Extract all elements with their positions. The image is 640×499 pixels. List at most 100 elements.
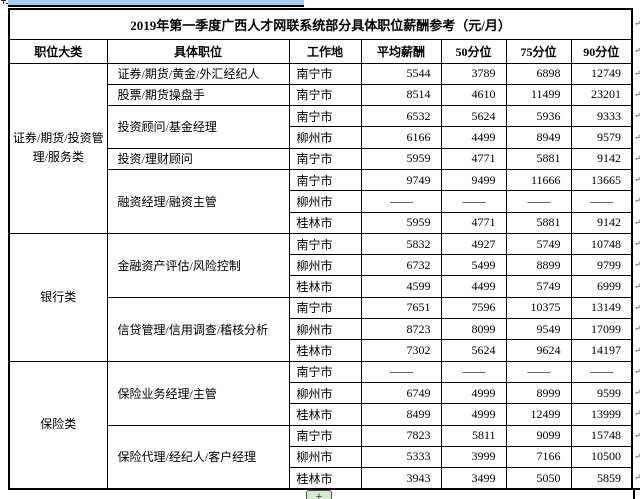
p50-cell: —— (440, 360, 507, 383)
avg-salary-cell: 7651 (360, 296, 442, 320)
job-title-cell: 融资经理/融资主管 (106, 168, 290, 234)
p75-cell: 12499 (505, 403, 572, 426)
bottom-right-corner-fragment (633, 488, 640, 499)
city-cell: 柳州市 (288, 126, 362, 149)
p75-cell: —— (505, 360, 572, 383)
p50-cell: 5624 (440, 105, 507, 128)
table-row: 柳州市 6166 4499 8949 9579 (9, 126, 633, 149)
salary-table: 2019年第一季度广西人才网联系统部分具体职位薪酬参考（元/月） 职位大类 具体职… (8, 8, 634, 490)
row-end-mark: ↵ (634, 175, 640, 185)
row-end-mark: ↵ (634, 217, 640, 227)
avg-salary-cell: 6532 (360, 105, 442, 128)
row-end-mark: ↵ (634, 409, 640, 419)
p50-cell: 3789 (440, 62, 507, 85)
top-left-fragment (0, 0, 9, 6)
table-row: 桂林市 8499 4999 12499 13999 (9, 403, 633, 426)
city-cell: 柳州市 (288, 190, 362, 213)
city-cell: 桂林市 (288, 467, 362, 490)
avg-salary-cell: 7823 (360, 424, 442, 447)
job-title-cell: 信贷管理/信用调查/稽核分析 (106, 296, 290, 362)
p90-cell: 13999 (570, 403, 633, 426)
p90-cell: 15748 (570, 424, 633, 447)
p90-cell: —— (570, 190, 633, 213)
p50-cell: 4610 (440, 83, 507, 107)
city-cell: 南宁市 (288, 360, 362, 383)
p75-cell: 11666 (505, 168, 572, 192)
add-row-button[interactable]: + (306, 490, 332, 499)
p50-cell: 4999 (440, 381, 507, 405)
city-cell: 桂林市 (288, 403, 362, 426)
p90-cell: 10748 (570, 232, 633, 256)
p75-cell: 5936 (505, 105, 572, 128)
p50-cell: 8099 (440, 318, 507, 341)
avg-salary-cell: 7302 (360, 339, 442, 362)
p75-cell: 5881 (505, 147, 572, 170)
city-cell: 南宁市 (288, 147, 362, 170)
table-row: 桂林市 5959 4771 5881 9142 (9, 211, 633, 234)
city-cell: 桂林市 (288, 211, 362, 234)
p90-cell: 9579 (570, 126, 633, 149)
table-row: 柳州市 5333 3999 7166 10500 (9, 445, 633, 469)
avg-salary-cell: 5333 (360, 445, 442, 469)
city-cell: 南宁市 (288, 105, 362, 128)
p90-cell: —— (570, 360, 633, 383)
row-end-mark: ↵ (634, 46, 640, 55)
avg-salary-cell: 3943 (360, 467, 442, 490)
city-cell: 柳州市 (288, 381, 362, 405)
job-title-cell: 保险业务经理/主管 (106, 360, 290, 426)
p90-cell: 9599 (570, 381, 633, 405)
top-strip-highlight (8, 0, 304, 7)
column-header-5: 75分位 (505, 38, 572, 64)
avg-salary-cell: 5832 (360, 232, 442, 256)
p90-cell: 13149 (570, 296, 633, 320)
job-title-cell: 股票/期货操盘手 (106, 83, 290, 107)
table-row: 保险类 保险业务经理/主管 南宁市 —— —— —— —— (8, 360, 633, 490)
avg-salary-cell: 6166 (360, 126, 442, 149)
p50-cell: 5811 (440, 424, 507, 447)
p90-cell: 10500 (570, 445, 633, 469)
p75-cell: 8899 (505, 254, 572, 277)
row-end-mark: ↵ (634, 89, 640, 99)
row-end-mark: ↵ (634, 388, 640, 398)
job-title-cell: 投资顾问/基金经理 (106, 105, 290, 149)
p50-cell: 7596 (440, 296, 507, 320)
p50-cell: 4999 (440, 403, 507, 426)
job-title-cell: 金融资产评估/风险控制 (106, 232, 290, 298)
avg-salary-cell: 5544 (360, 62, 442, 85)
p90-cell: 13665 (570, 168, 633, 192)
p90-cell: 17099 (570, 318, 633, 341)
p90-cell: 14197 (570, 339, 633, 362)
row-end-mark: ↵ (634, 196, 640, 206)
row-end-mark: ↵ (634, 153, 640, 163)
column-header-0: 职位大类 (8, 38, 108, 64)
table-row: 桂林市 3943 3499 5050 5859 (9, 467, 633, 490)
row-end-mark: ↵ (634, 451, 640, 461)
avg-salary-cell: 6732 (360, 254, 442, 277)
p75-cell: 5749 (505, 232, 572, 256)
city-cell: 南宁市 (288, 62, 362, 85)
table-row: 证券/期货/投资管理/服务类 证券/期货/黄金/外汇经纪人 南宁市 5544 3789 6… (8, 62, 633, 234)
column-header-2: 工作地 (288, 38, 362, 64)
p90-cell: 9799 (570, 254, 633, 277)
p75-cell: 10375 (505, 296, 572, 320)
row-end-mark: ↵ (634, 239, 640, 249)
table-title: 2019年第一季度广西人才网联系统部分具体职位薪酬参考（元/月） (8, 8, 633, 40)
p75-cell: 5749 (505, 275, 572, 298)
row-end-mark: ↵ (634, 19, 640, 28)
row-end-mark: ↵ (634, 111, 640, 121)
category-cell: 保险类 (8, 360, 108, 490)
avg-salary-cell: 8514 (360, 83, 442, 107)
p75-cell: 9099 (505, 424, 572, 447)
city-cell: 南宁市 (288, 232, 362, 256)
city-cell: 柳州市 (288, 318, 362, 341)
p75-cell: 5050 (505, 467, 572, 490)
p75-cell: 9624 (505, 339, 572, 362)
avg-salary-cell: 5959 (360, 147, 442, 170)
p90-cell: 6999 (570, 275, 633, 298)
column-header-6: 90分位 (570, 38, 633, 64)
p75-cell: 11499 (505, 83, 572, 107)
table-row: 保险代理/经纪人/客户经理 南宁市 7823 5811 9099 15748 (9, 424, 633, 490)
p50-cell: 4771 (440, 211, 507, 234)
fragment-dot (6, 3, 8, 4)
avg-salary-cell: 4599 (360, 275, 442, 298)
